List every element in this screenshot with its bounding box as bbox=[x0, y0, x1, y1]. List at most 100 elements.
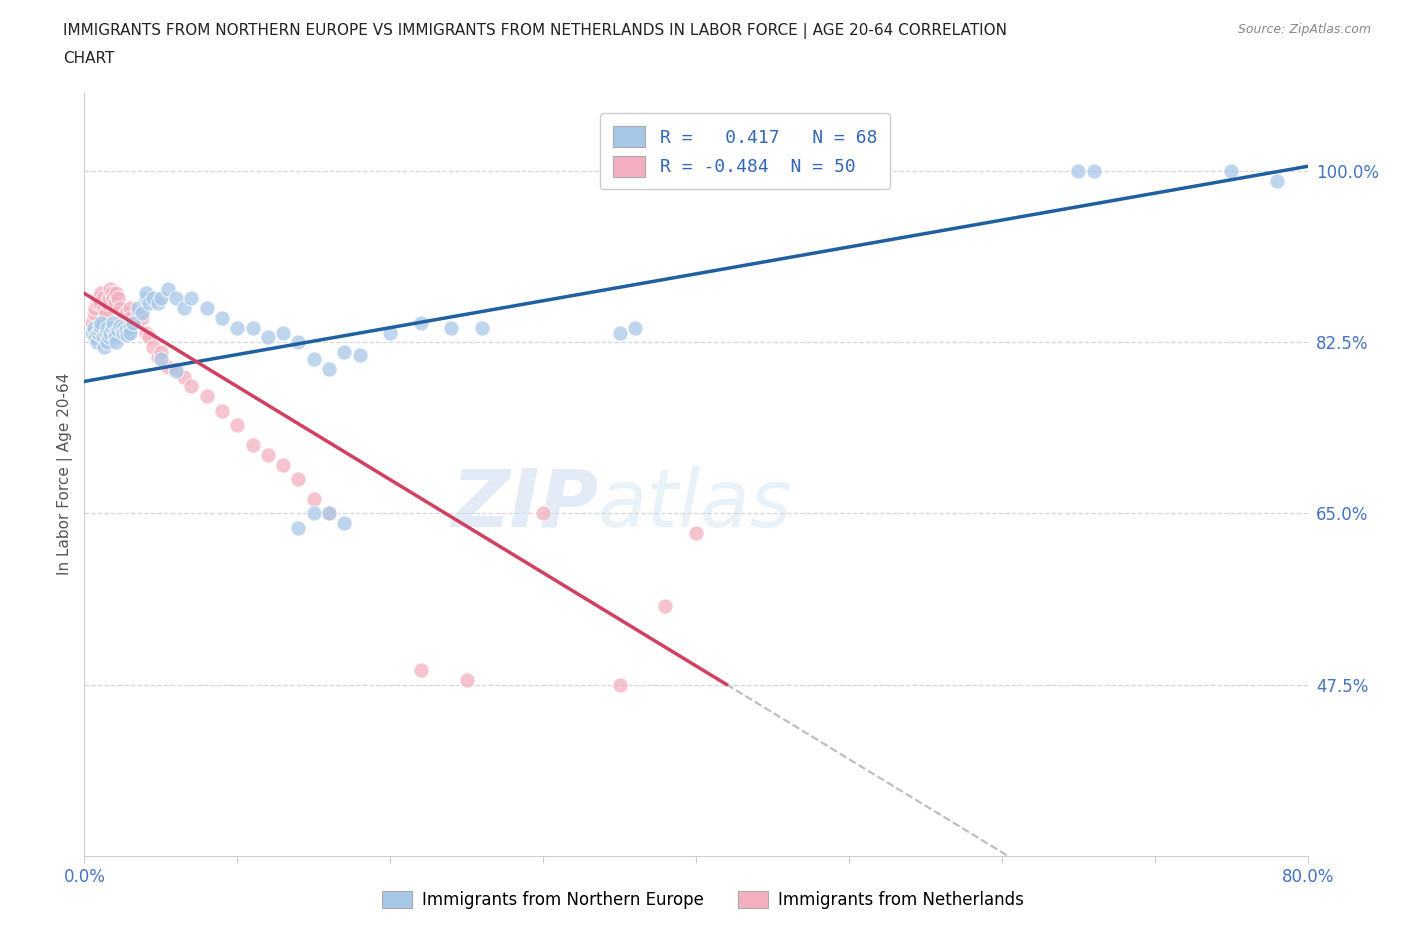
Point bbox=[333, 516, 356, 531]
Point bbox=[98, 326, 121, 340]
Text: CHART: CHART bbox=[63, 51, 115, 66]
Point bbox=[120, 300, 142, 315]
Point bbox=[91, 330, 114, 345]
Point bbox=[93, 300, 115, 315]
Point bbox=[96, 296, 118, 311]
Point bbox=[157, 359, 180, 374]
Point bbox=[114, 322, 136, 337]
Point bbox=[107, 322, 129, 337]
Point bbox=[654, 599, 676, 614]
Point bbox=[146, 350, 169, 365]
Point bbox=[271, 326, 294, 340]
Point bbox=[1220, 164, 1243, 179]
Point bbox=[609, 677, 631, 692]
Point bbox=[80, 315, 103, 330]
Point bbox=[138, 296, 160, 311]
Legend: R =   0.417   N = 68, R = -0.484  N = 50: R = 0.417 N = 68, R = -0.484 N = 50 bbox=[600, 113, 890, 190]
Point bbox=[142, 291, 165, 306]
Point bbox=[409, 662, 432, 677]
Point bbox=[104, 326, 127, 340]
Text: IMMIGRANTS FROM NORTHERN EUROPE VS IMMIGRANTS FROM NETHERLANDS IN LABOR FORCE | : IMMIGRANTS FROM NORTHERN EUROPE VS IMMIG… bbox=[63, 23, 1007, 39]
Point bbox=[685, 525, 707, 540]
Point bbox=[138, 330, 160, 345]
Point bbox=[165, 361, 187, 376]
Point bbox=[180, 291, 202, 306]
Point bbox=[135, 326, 157, 340]
Point bbox=[122, 315, 145, 330]
Point bbox=[84, 330, 107, 345]
Point bbox=[111, 311, 134, 325]
Point bbox=[180, 379, 202, 393]
Point bbox=[165, 364, 187, 379]
Point bbox=[120, 326, 142, 340]
Point bbox=[94, 306, 117, 321]
Point bbox=[135, 291, 157, 306]
Point bbox=[471, 320, 494, 335]
Point bbox=[318, 361, 340, 376]
Point bbox=[302, 352, 325, 366]
Point bbox=[242, 437, 264, 452]
Point bbox=[87, 326, 110, 340]
Point bbox=[86, 335, 108, 350]
Point bbox=[115, 328, 138, 343]
Point bbox=[131, 311, 153, 325]
Point bbox=[97, 291, 120, 306]
Point bbox=[84, 300, 107, 315]
Point bbox=[302, 506, 325, 521]
Point bbox=[531, 506, 554, 521]
Text: ZIP: ZIP bbox=[451, 466, 598, 544]
Point bbox=[257, 330, 280, 345]
Point bbox=[173, 300, 195, 315]
Point bbox=[91, 291, 114, 306]
Point bbox=[96, 335, 118, 350]
Point bbox=[440, 320, 463, 335]
Point bbox=[120, 311, 142, 325]
Point bbox=[146, 296, 169, 311]
Point bbox=[104, 330, 127, 345]
Point bbox=[101, 320, 124, 335]
Point bbox=[287, 335, 309, 350]
Point bbox=[101, 286, 124, 301]
Point bbox=[211, 404, 233, 418]
Point bbox=[86, 296, 108, 311]
Point bbox=[127, 306, 149, 321]
Point bbox=[226, 418, 249, 432]
Point bbox=[111, 326, 134, 340]
Text: Source: ZipAtlas.com: Source: ZipAtlas.com bbox=[1237, 23, 1371, 36]
Text: atlas: atlas bbox=[598, 466, 793, 544]
Point bbox=[333, 345, 356, 360]
Point bbox=[80, 326, 103, 340]
Point bbox=[107, 291, 129, 306]
Point bbox=[94, 326, 117, 340]
Point bbox=[111, 320, 134, 335]
Point bbox=[89, 322, 111, 337]
Point bbox=[104, 296, 127, 311]
Point bbox=[96, 320, 118, 335]
Point bbox=[173, 369, 195, 384]
Point bbox=[302, 491, 325, 506]
Point bbox=[165, 291, 187, 306]
Point bbox=[122, 315, 145, 330]
Point bbox=[90, 286, 112, 301]
Point bbox=[609, 326, 631, 340]
Point bbox=[456, 672, 478, 687]
Point bbox=[131, 306, 153, 321]
Point bbox=[83, 320, 105, 335]
Point bbox=[287, 521, 309, 536]
Point bbox=[318, 506, 340, 521]
Y-axis label: In Labor Force | Age 20-64: In Labor Force | Age 20-64 bbox=[58, 373, 73, 576]
Point bbox=[103, 291, 125, 306]
Point bbox=[87, 291, 110, 306]
Point bbox=[127, 300, 149, 315]
Point bbox=[226, 320, 249, 335]
Point bbox=[108, 318, 131, 333]
Point bbox=[105, 286, 128, 301]
Point bbox=[1083, 164, 1105, 179]
Point bbox=[349, 348, 371, 363]
Point bbox=[108, 300, 131, 315]
Point bbox=[149, 345, 172, 360]
Point bbox=[97, 330, 120, 345]
Point bbox=[120, 320, 142, 335]
Point bbox=[409, 315, 432, 330]
Point bbox=[318, 506, 340, 521]
